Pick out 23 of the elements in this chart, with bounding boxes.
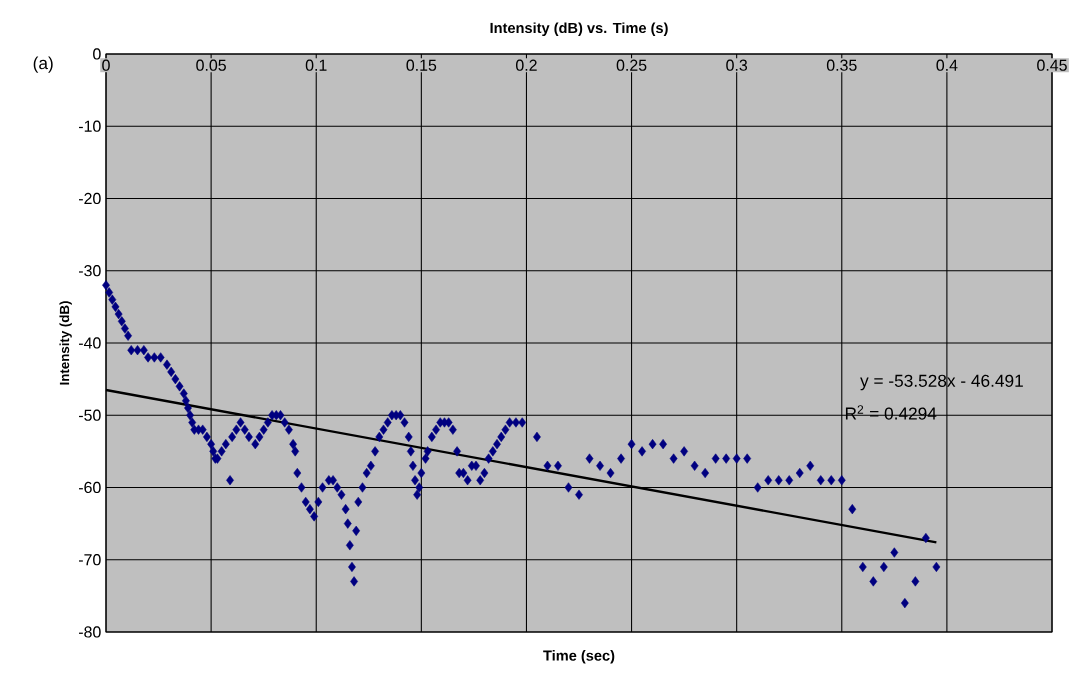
y-tick-label: -40 [78, 337, 101, 349]
y-tick-label: -60 [78, 481, 101, 494]
chart-title: Intensity (dB) vs. Time (s) [490, 22, 668, 36]
y-tick-label: -10 [78, 120, 101, 132]
x-tick-label: 0.45 [1037, 59, 1067, 71]
x-tick-label: 0.2 [516, 59, 537, 71]
x-tick-label: 0.4 [936, 59, 958, 71]
text: (a) [33, 56, 53, 73]
x-tick-label: 0 [102, 59, 110, 71]
x-axis-title: Time (sec) [543, 650, 615, 664]
x-tick-label: 0.3 [726, 59, 748, 71]
y-tick-label: 0 [93, 48, 101, 60]
x-tick-label: 0.1 [305, 59, 327, 71]
x-tick-label: 0.15 [406, 59, 437, 71]
x-tick-label: 0.35 [826, 59, 857, 71]
y-tick-label: -50 [78, 409, 101, 421]
y-tick-label: -70 [78, 554, 101, 566]
y-tick-label: -20 [78, 192, 101, 205]
y-axis-title: Intensity (dB) [59, 301, 72, 385]
y-tick-label: -80 [78, 626, 101, 638]
x-tick-label: 0.25 [616, 59, 647, 71]
x-tick-label: 0.05 [196, 59, 226, 71]
y-tick-label: -30 [78, 265, 101, 277]
